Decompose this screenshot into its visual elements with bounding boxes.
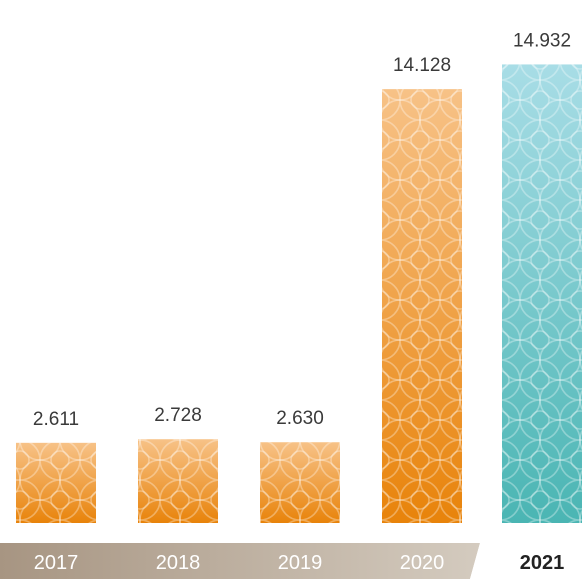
x-tick-label-2017: 2017 [34, 552, 79, 574]
bar-2021 [502, 64, 582, 523]
bar-2019 [260, 442, 340, 523]
x-tick-label-2020: 2020 [400, 552, 445, 574]
value-label-2018: 2.728 [154, 405, 202, 426]
x-axis-tick-labels: 2017 2018 2019 2020 2021 [34, 552, 565, 574]
bar-pattern [138, 439, 218, 523]
value-labels-layer: 2.611 2.728 2.630 14.128 14.932 [33, 30, 571, 429]
x-tick-label-2021: 2021 [520, 552, 565, 574]
bar-pattern [260, 442, 340, 523]
x-axis-band-background [0, 543, 480, 579]
bar-2018 [138, 439, 218, 523]
bar-2020 [382, 89, 462, 524]
value-label-2019: 2.630 [276, 408, 324, 429]
bar-pattern [382, 89, 462, 524]
x-axis-band [0, 543, 588, 579]
bar-pattern [502, 64, 582, 523]
value-label-2017: 2.611 [33, 409, 79, 430]
x-axis-band-highlight [470, 543, 588, 579]
bar-pattern [16, 442, 96, 523]
x-tick-label-2018: 2018 [156, 552, 201, 574]
bars-layer [16, 64, 582, 524]
value-label-2020: 14.128 [393, 55, 451, 76]
value-label-2021: 14.932 [513, 30, 571, 51]
bar-2017 [16, 442, 96, 523]
x-tick-label-2019: 2019 [278, 552, 323, 574]
